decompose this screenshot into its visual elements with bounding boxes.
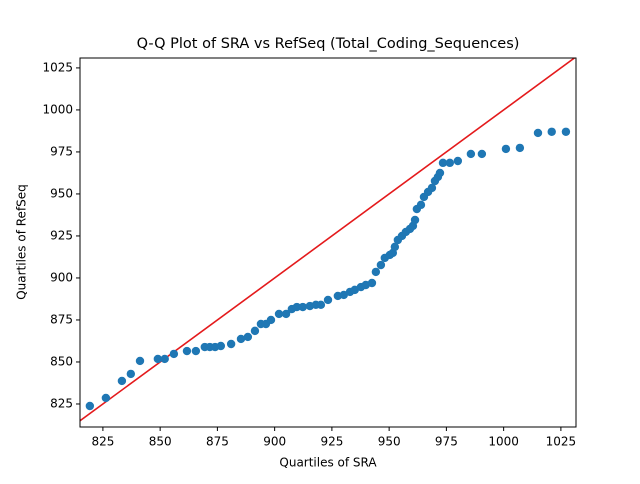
point [376,260,386,270]
point [515,143,525,153]
point [298,302,308,312]
x-tick-label: 875 [206,435,229,449]
point [323,295,333,305]
point [250,326,260,336]
chart-title: Q-Q Plot of SRA vs RefSeq (Total_Coding_… [137,36,520,52]
x-tick-label: 925 [320,435,343,449]
x-tick-label: 900 [263,435,286,449]
y-axis-label: Quartiles of RefSeq [15,184,29,300]
point [236,334,246,344]
y-tick-label: 925 [50,228,73,242]
point [126,369,136,379]
point [216,341,226,351]
point [477,149,487,159]
point [410,215,420,225]
point [182,346,192,356]
point [367,278,377,288]
x-axis-label: Quartiles of SRA [279,456,377,470]
point [281,309,291,319]
point [371,267,381,277]
point [169,349,179,359]
reference-line [80,58,576,422]
point [135,356,145,366]
point [292,302,302,312]
y-tick-label: 825 [50,396,73,410]
point [85,401,95,411]
y-tick-label: 950 [50,186,73,200]
point [466,149,476,159]
point [266,315,276,325]
point [117,376,127,386]
point [501,144,511,154]
point [547,127,556,136]
plot-frame [79,57,577,428]
point [160,354,169,364]
point [226,339,236,349]
y-tick-label: 875 [50,312,73,326]
y-tick-label: 1000 [42,102,73,116]
point [274,309,284,319]
point [427,183,437,193]
x-tick-label: 975 [435,435,458,449]
y-tick-label: 975 [50,144,73,158]
point [435,168,445,178]
point [438,158,448,168]
y-tick-label: 900 [50,270,73,284]
point [101,393,111,403]
point [191,346,201,356]
x-tick-label: 1000 [488,435,519,449]
point [243,332,253,342]
point [416,200,426,210]
point [153,354,163,364]
y-tick-label: 850 [50,354,73,368]
point [316,300,326,310]
x-tick-label: 825 [91,435,114,449]
point [453,156,463,166]
point [561,127,571,136]
x-tick-label: 1025 [546,435,577,449]
point [390,242,400,252]
x-tick-label: 950 [378,435,401,449]
point [445,158,455,168]
y-tick-label: 1025 [42,60,73,74]
point [533,128,543,138]
x-tick-label: 850 [149,435,172,449]
